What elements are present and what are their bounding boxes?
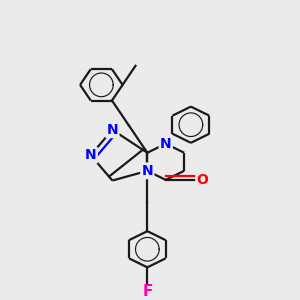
Text: N: N [106,123,118,137]
Text: N: N [85,148,97,162]
Text: F: F [142,284,152,299]
Text: N: N [160,137,172,151]
Text: N: N [142,164,153,178]
Text: O: O [196,173,208,187]
